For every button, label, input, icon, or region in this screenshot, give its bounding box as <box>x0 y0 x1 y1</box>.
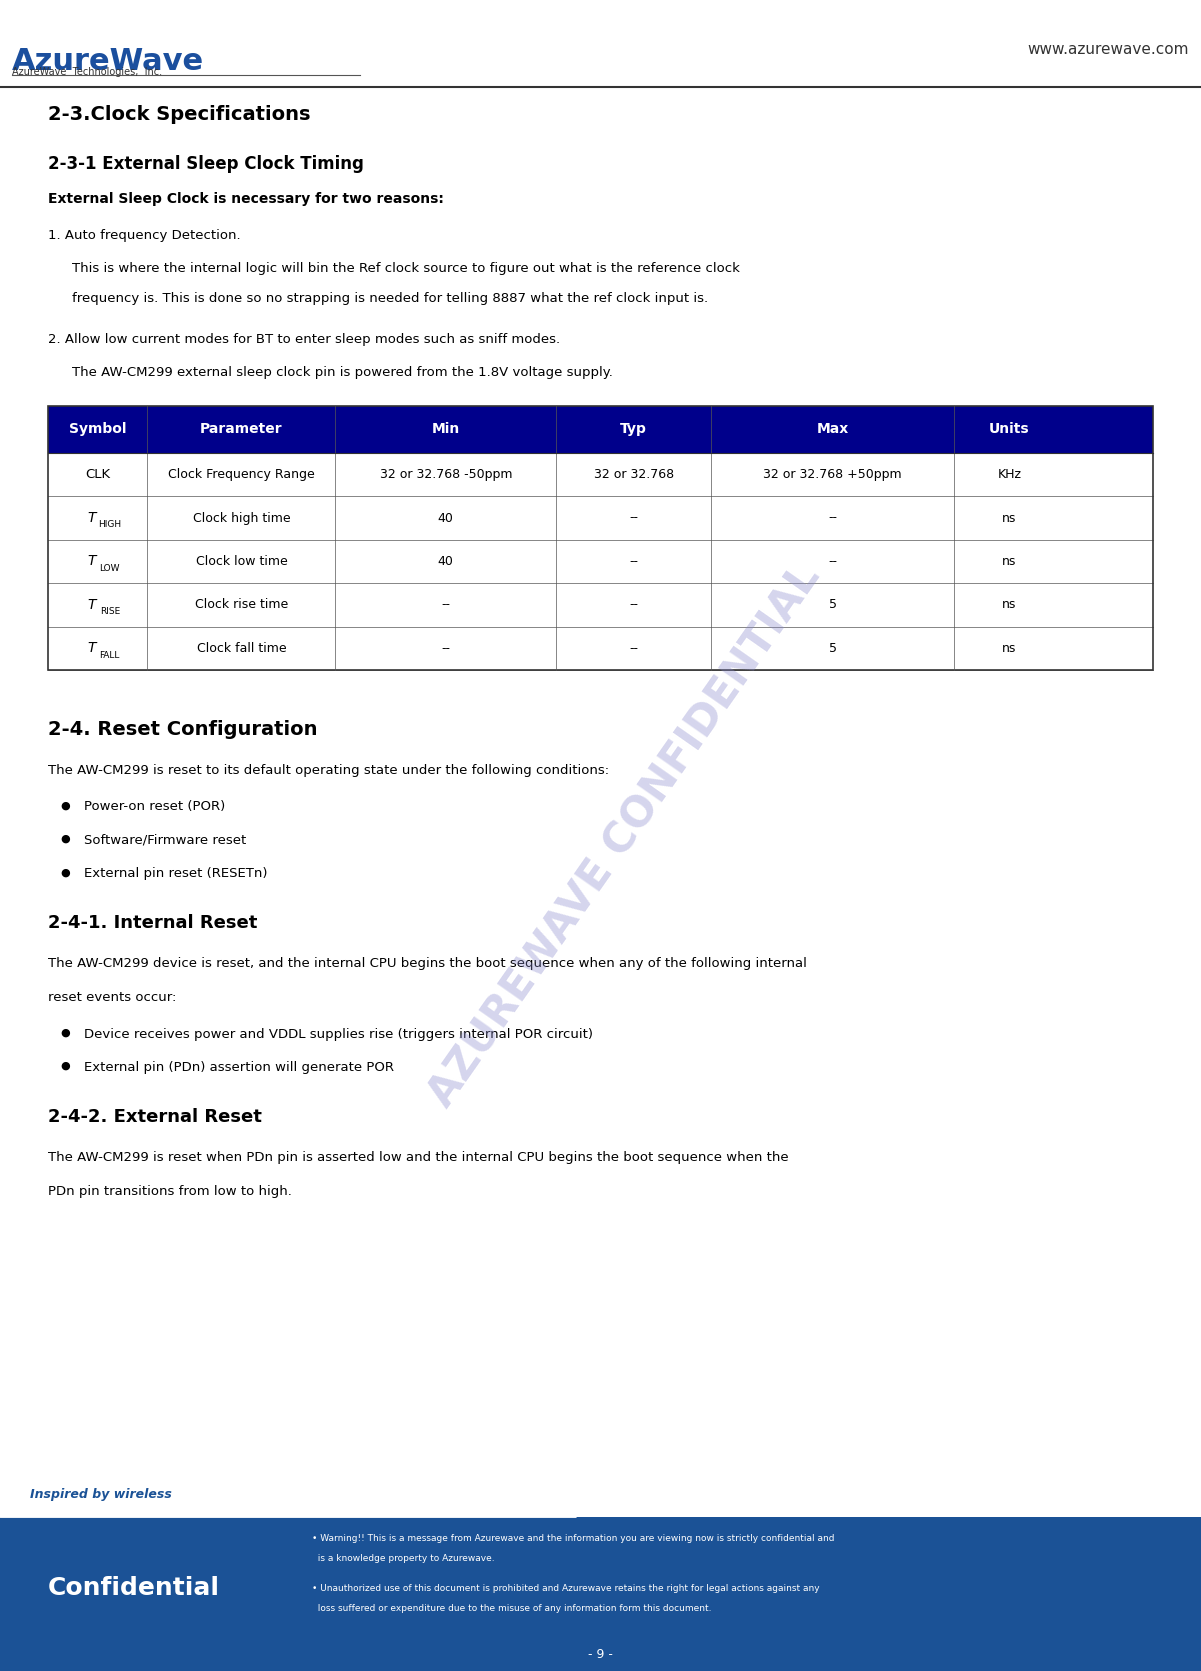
Text: 2-4-1. Internal Reset: 2-4-1. Internal Reset <box>48 914 257 932</box>
Text: ●: ● <box>60 1061 70 1071</box>
Text: 32 or 32.768 +50ppm: 32 or 32.768 +50ppm <box>763 468 902 481</box>
Text: 2-3-1 External Sleep Clock Timing: 2-3-1 External Sleep Clock Timing <box>48 155 364 174</box>
Text: The AW-CM299 external sleep clock pin is powered from the 1.8V voltage supply.: The AW-CM299 external sleep clock pin is… <box>72 366 613 379</box>
Text: External pin reset (RESETn): External pin reset (RESETn) <box>84 867 268 881</box>
Text: Clock high time: Clock high time <box>192 511 291 525</box>
Text: 2-4-2. External Reset: 2-4-2. External Reset <box>48 1108 262 1126</box>
Text: Clock rise time: Clock rise time <box>195 598 288 612</box>
Text: This is where the internal logic will bin the Ref clock source to figure out wha: This is where the internal logic will bi… <box>72 262 740 276</box>
Text: T: T <box>88 555 96 568</box>
Text: www.azurewave.com: www.azurewave.com <box>1028 42 1189 57</box>
Text: • Unauthorized use of this document is prohibited and Azurewave retains the righ: • Unauthorized use of this document is p… <box>312 1584 820 1592</box>
Bar <box>48 406 1153 453</box>
Text: FALL: FALL <box>100 650 120 660</box>
Bar <box>48 540 1153 583</box>
Text: Typ: Typ <box>620 423 647 436</box>
Text: loss suffered or expenditure due to the misuse of any information form this docu: loss suffered or expenditure due to the … <box>312 1604 712 1613</box>
Text: 2. Allow low current modes for BT to enter sleep modes such as sniff modes.: 2. Allow low current modes for BT to ent… <box>48 333 560 346</box>
Text: RISE: RISE <box>100 607 120 617</box>
Text: ns: ns <box>1002 642 1016 655</box>
Text: The AW-CM299 is reset when PDn pin is asserted low and the internal CPU begins t: The AW-CM299 is reset when PDn pin is as… <box>48 1151 789 1165</box>
Text: --: -- <box>827 511 837 525</box>
Text: • Warning!! This is a message from Azurewave and the information you are viewing: • Warning!! This is a message from Azure… <box>312 1534 835 1542</box>
Text: LOW: LOW <box>100 563 120 573</box>
Bar <box>48 627 1153 670</box>
Text: Min: Min <box>431 423 460 436</box>
Text: T: T <box>88 598 96 612</box>
Text: AzureWave: AzureWave <box>12 47 204 75</box>
Text: 32 or 32.768: 32 or 32.768 <box>593 468 674 481</box>
Text: Symbol: Symbol <box>68 423 126 436</box>
Text: reset events occur:: reset events occur: <box>48 991 177 1004</box>
Text: frequency is. This is done so no strapping is needed for telling 8887 what the r: frequency is. This is done so no strappi… <box>72 292 709 306</box>
Text: CLK: CLK <box>85 468 110 481</box>
Text: PDn pin transitions from low to high.: PDn pin transitions from low to high. <box>48 1185 292 1198</box>
Text: Power-on reset (POR): Power-on reset (POR) <box>84 800 226 814</box>
Text: T: T <box>88 642 96 655</box>
Text: Parameter: Parameter <box>201 423 282 436</box>
Text: AzureWave  Technologies,  Inc.: AzureWave Technologies, Inc. <box>12 67 162 77</box>
Text: 32 or 32.768 -50ppm: 32 or 32.768 -50ppm <box>380 468 512 481</box>
Text: Max: Max <box>817 423 849 436</box>
Text: HIGH: HIGH <box>98 520 121 530</box>
Text: ns: ns <box>1002 598 1016 612</box>
Text: Software/Firmware reset: Software/Firmware reset <box>84 834 246 847</box>
Text: 5: 5 <box>829 642 837 655</box>
Bar <box>0 1517 1201 1671</box>
Text: ●: ● <box>60 1028 70 1038</box>
Text: 2-3.Clock Specifications: 2-3.Clock Specifications <box>48 105 311 124</box>
Text: External Sleep Clock is necessary for two reasons:: External Sleep Clock is necessary for tw… <box>48 192 444 206</box>
Text: 5: 5 <box>829 598 837 612</box>
Text: 1. Auto frequency Detection.: 1. Auto frequency Detection. <box>48 229 240 242</box>
Bar <box>48 583 1153 627</box>
Text: --: -- <box>629 555 638 568</box>
Text: Clock low time: Clock low time <box>196 555 287 568</box>
Bar <box>48 453 1153 496</box>
Text: The AW-CM299 is reset to its default operating state under the following conditi: The AW-CM299 is reset to its default ope… <box>48 764 609 777</box>
Text: The AW-CM299 device is reset, and the internal CPU begins the boot sequence when: The AW-CM299 device is reset, and the in… <box>48 957 807 971</box>
Text: Units: Units <box>988 423 1029 436</box>
Text: KHz: KHz <box>997 468 1021 481</box>
Text: --: -- <box>827 555 837 568</box>
Text: Inspired by wireless: Inspired by wireless <box>30 1487 172 1501</box>
Text: ●: ● <box>60 834 70 844</box>
Text: --: -- <box>441 642 450 655</box>
Text: AZUREWAVE CONFIDENTIAL: AZUREWAVE CONFIDENTIAL <box>420 556 829 1115</box>
Text: --: -- <box>629 511 638 525</box>
Text: 40: 40 <box>438 555 454 568</box>
Text: is a knowledge property to Azurewave.: is a knowledge property to Azurewave. <box>312 1554 495 1562</box>
Bar <box>48 406 1153 670</box>
Text: --: -- <box>629 642 638 655</box>
Text: 2-4. Reset Configuration: 2-4. Reset Configuration <box>48 720 317 739</box>
Text: --: -- <box>441 598 450 612</box>
Text: Confidential: Confidential <box>48 1576 220 1599</box>
Text: - 9 -: - 9 - <box>588 1648 613 1661</box>
Text: ns: ns <box>1002 511 1016 525</box>
Text: External pin (PDn) assertion will generate POR: External pin (PDn) assertion will genera… <box>84 1061 394 1074</box>
Text: Clock Frequency Range: Clock Frequency Range <box>168 468 315 481</box>
Text: T: T <box>88 511 96 525</box>
Text: --: -- <box>629 598 638 612</box>
Polygon shape <box>0 1470 576 1517</box>
Text: ns: ns <box>1002 555 1016 568</box>
Text: 40: 40 <box>438 511 454 525</box>
Bar <box>48 496 1153 540</box>
Text: Clock fall time: Clock fall time <box>197 642 286 655</box>
Text: ●: ● <box>60 867 70 877</box>
Text: Device receives power and VDDL supplies rise (triggers internal POR circuit): Device receives power and VDDL supplies … <box>84 1028 593 1041</box>
Text: ●: ● <box>60 800 70 810</box>
